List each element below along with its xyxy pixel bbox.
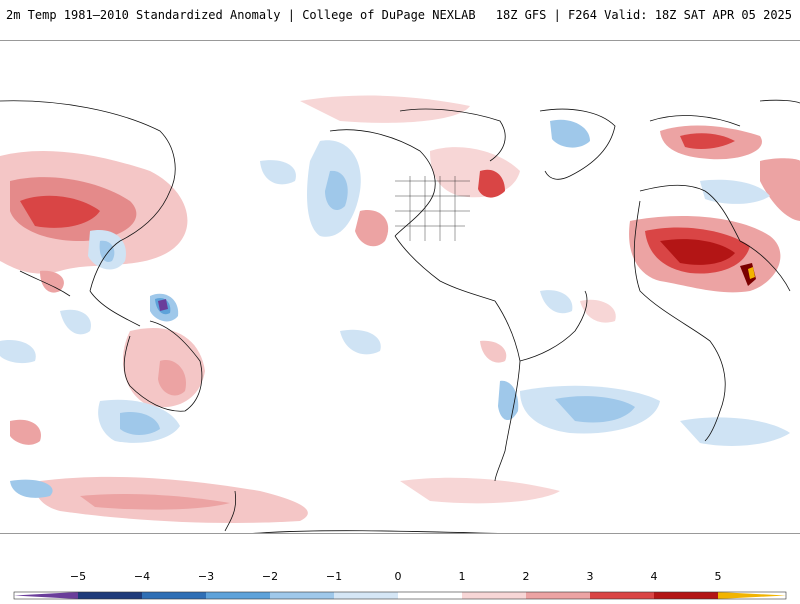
anomaly-map	[0, 41, 800, 533]
legend-swatch	[590, 592, 654, 599]
warm-anomaly-shading	[0, 95, 800, 523]
legend-tick-label: −5	[69, 570, 87, 583]
legend-swatch	[654, 592, 718, 599]
coastlines	[0, 99, 800, 533]
legend-swatch	[142, 592, 206, 599]
legend-tick-label: −3	[197, 570, 215, 583]
legend-tick-label: 1	[458, 570, 466, 583]
legend-tick-label: −4	[133, 570, 151, 583]
legend-swatch	[206, 592, 270, 599]
color-bar	[13, 591, 787, 600]
cold-anomaly-shading	[0, 119, 790, 498]
legend-swatch	[78, 592, 142, 599]
legend-swatch	[334, 592, 398, 599]
map-background	[0, 41, 800, 533]
legend-tick-label: 3	[586, 570, 594, 583]
legend-tick-label: 2	[522, 570, 530, 583]
legend-tick-label: 5	[714, 570, 722, 583]
model-valid-time: 18Z GFS | F264 Valid: 18Z SAT APR 05 202…	[495, 8, 792, 22]
legend-swatch	[14, 592, 78, 599]
legend-swatch	[398, 592, 462, 599]
legend-tick-label: 4	[650, 570, 658, 583]
header-bar: 2m Temp 1981–2010 Standardized Anomaly |…	[0, 0, 800, 30]
legend-tick-label: −2	[261, 570, 279, 583]
map-title: 2m Temp 1981–2010 Standardized Anomaly |…	[6, 8, 476, 22]
state-borders	[395, 176, 470, 241]
legend-swatch	[526, 592, 590, 599]
legend-swatch	[462, 592, 526, 599]
map-panel	[0, 40, 800, 534]
color-scale-legend: −5 −4 −3 −2 −1 0 1 2 3 4 5	[0, 570, 800, 600]
legend-swatch	[718, 592, 786, 599]
legend-tick-label: 0	[394, 570, 402, 583]
legend-tick-label: −1	[325, 570, 343, 583]
legend-swatch	[270, 592, 334, 599]
